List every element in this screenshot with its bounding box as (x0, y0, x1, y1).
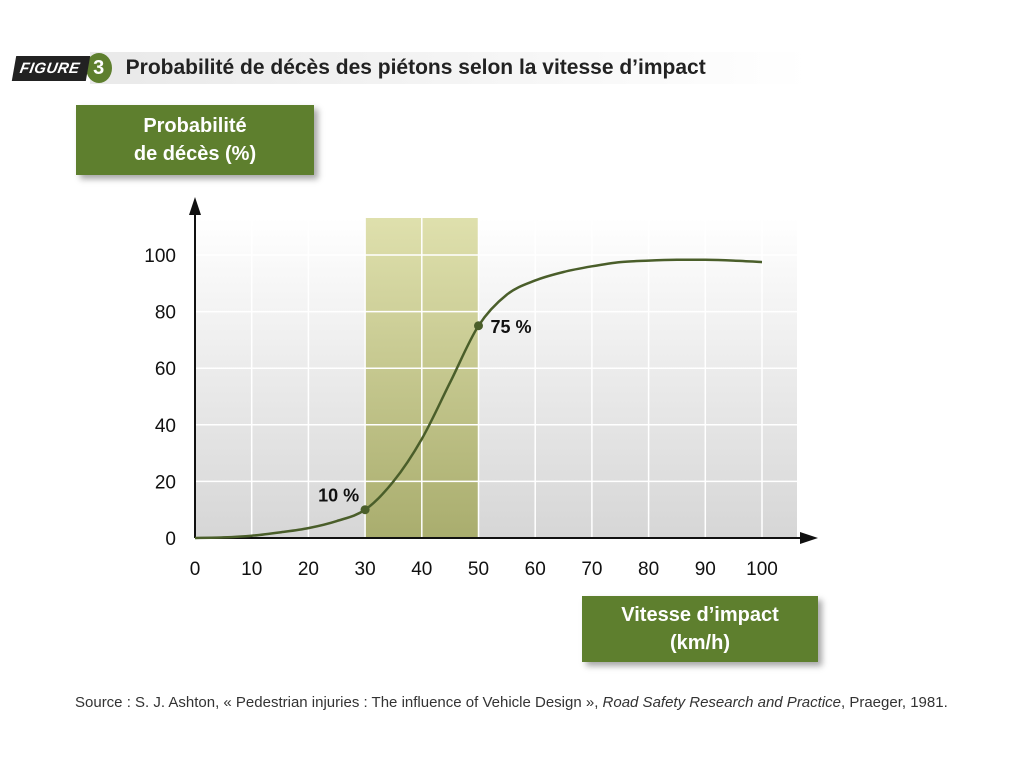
x-tick-label: 40 (411, 559, 432, 580)
annotation-point (474, 321, 483, 331)
x-tick-label: 30 (355, 559, 376, 580)
y-axis-arrow (189, 197, 201, 215)
x-axis-arrow (800, 532, 818, 544)
annotation-point (360, 505, 370, 515)
x-tick-label: 50 (468, 559, 489, 580)
x-tick-label: 60 (525, 559, 546, 580)
y-tick-label: 100 (144, 246, 176, 267)
y-tick-label: 80 (155, 303, 176, 324)
source-journal: Road Safety Research and Practice (602, 694, 841, 711)
x-tick-label: 70 (581, 559, 602, 580)
chart-title: Probabilité de décès des piétons selon l… (125, 56, 706, 79)
x-tick-label: 20 (298, 559, 319, 580)
x-tick-label: 0 (190, 559, 201, 580)
figure-header: FIGURE 3 Probabilité de décès des piéton… (11, 52, 706, 84)
figure-number: 3 (85, 53, 112, 83)
y-tick-label: 20 (155, 472, 176, 493)
source-suffix: , Praeger, 1981. (841, 694, 948, 711)
y-tick-label: 60 (155, 359, 176, 380)
x-tick-label: 90 (695, 559, 716, 580)
x-axis-label: Vitesse d’impact (km/h) (582, 596, 818, 662)
annotation-label: 75 % (491, 317, 532, 337)
annotation-label: 10 % (318, 486, 359, 506)
y-axis-label: Probabilité de décès (%) (76, 105, 314, 175)
y-tick-label: 0 (165, 529, 176, 550)
x-tick-label: 10 (241, 559, 262, 580)
source-citation: Source : S. J. Ashton, « Pedestrian inju… (75, 692, 995, 713)
x-tick-label: 100 (746, 559, 778, 580)
x-tick-label: 80 (638, 559, 659, 580)
plot-background (195, 218, 797, 538)
y-tick-label: 40 (155, 416, 176, 437)
source-prefix: Source : S. J. Ashton, « Pedestrian inju… (75, 694, 603, 711)
